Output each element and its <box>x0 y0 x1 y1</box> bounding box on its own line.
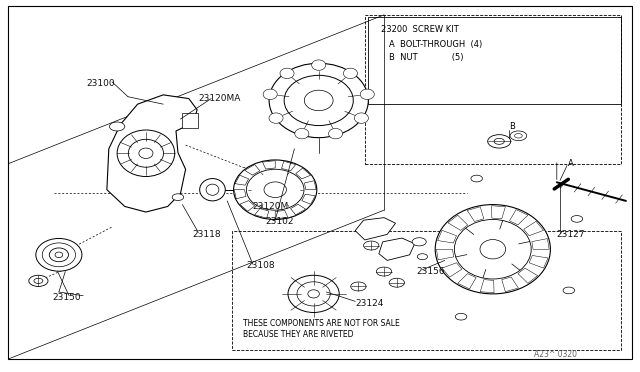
Text: A23^ 0320: A23^ 0320 <box>534 350 577 359</box>
Polygon shape <box>107 95 197 212</box>
Text: 23150: 23150 <box>52 293 81 302</box>
Ellipse shape <box>55 252 63 257</box>
Ellipse shape <box>355 113 369 124</box>
Circle shape <box>376 267 392 276</box>
Circle shape <box>455 313 467 320</box>
Ellipse shape <box>328 128 342 139</box>
Circle shape <box>351 282 366 291</box>
Circle shape <box>417 254 428 260</box>
Ellipse shape <box>295 128 309 139</box>
Ellipse shape <box>284 75 353 126</box>
Text: A  BOLT-THROUGH  (4): A BOLT-THROUGH (4) <box>389 40 483 49</box>
Polygon shape <box>518 268 538 283</box>
Circle shape <box>109 122 125 131</box>
Ellipse shape <box>288 275 339 312</box>
Polygon shape <box>262 161 275 169</box>
Ellipse shape <box>297 282 330 306</box>
Ellipse shape <box>36 238 82 271</box>
Bar <box>365 15 621 164</box>
Ellipse shape <box>264 182 287 198</box>
Polygon shape <box>302 194 316 204</box>
Text: A: A <box>568 159 574 168</box>
Circle shape <box>488 135 511 148</box>
Circle shape <box>494 138 504 144</box>
Polygon shape <box>438 230 456 243</box>
Text: B  NUT             (5): B NUT (5) <box>389 53 463 62</box>
Circle shape <box>571 215 582 222</box>
Circle shape <box>510 131 527 141</box>
Text: 23102: 23102 <box>266 217 294 226</box>
Ellipse shape <box>435 205 550 294</box>
Circle shape <box>29 275 48 286</box>
Ellipse shape <box>269 113 283 124</box>
Ellipse shape <box>246 169 304 210</box>
Polygon shape <box>355 218 396 240</box>
Ellipse shape <box>139 148 153 158</box>
Ellipse shape <box>312 60 326 70</box>
Polygon shape <box>480 280 494 293</box>
Ellipse shape <box>360 89 374 100</box>
Polygon shape <box>442 263 462 277</box>
Circle shape <box>172 194 184 201</box>
Ellipse shape <box>42 243 76 267</box>
Polygon shape <box>529 256 548 268</box>
Ellipse shape <box>269 63 369 138</box>
Ellipse shape <box>280 68 294 78</box>
Text: 23156: 23156 <box>416 267 445 276</box>
Text: 23200  SCREW KIT: 23200 SCREW KIT <box>381 25 458 34</box>
Text: BECAUSE THEY ARE RIVETED: BECAUSE THEY ARE RIVETED <box>243 330 354 339</box>
Circle shape <box>471 175 483 182</box>
Text: 23108: 23108 <box>246 262 275 270</box>
Polygon shape <box>509 209 528 225</box>
Ellipse shape <box>206 184 219 195</box>
Text: 23120MA: 23120MA <box>198 94 241 103</box>
Polygon shape <box>502 277 518 292</box>
Text: 23120M: 23120M <box>253 202 289 211</box>
Text: B: B <box>509 122 515 131</box>
Text: 23100: 23100 <box>86 79 115 88</box>
Ellipse shape <box>129 140 164 167</box>
Circle shape <box>364 241 379 250</box>
Circle shape <box>395 240 406 246</box>
Polygon shape <box>291 204 306 215</box>
Bar <box>368 17 621 104</box>
Ellipse shape <box>200 179 225 201</box>
Polygon shape <box>296 168 310 179</box>
Polygon shape <box>448 215 468 230</box>
Polygon shape <box>532 238 549 249</box>
Polygon shape <box>467 207 484 221</box>
Ellipse shape <box>263 89 277 100</box>
Polygon shape <box>282 161 296 171</box>
Polygon shape <box>436 249 454 260</box>
Ellipse shape <box>305 90 333 111</box>
Polygon shape <box>492 206 506 219</box>
Text: 23124: 23124 <box>355 299 383 308</box>
Circle shape <box>389 278 404 287</box>
Ellipse shape <box>308 290 319 298</box>
Ellipse shape <box>480 240 506 259</box>
Circle shape <box>515 134 522 138</box>
Ellipse shape <box>454 219 531 279</box>
Text: 23118: 23118 <box>192 230 221 239</box>
Ellipse shape <box>343 68 357 78</box>
Ellipse shape <box>117 130 175 177</box>
Polygon shape <box>234 190 246 199</box>
Ellipse shape <box>234 160 317 219</box>
Polygon shape <box>458 274 476 289</box>
Polygon shape <box>524 221 543 236</box>
Polygon shape <box>379 238 415 260</box>
Polygon shape <box>244 164 260 175</box>
Polygon shape <box>275 211 288 219</box>
Circle shape <box>412 238 426 246</box>
Polygon shape <box>305 181 316 190</box>
Ellipse shape <box>49 248 68 262</box>
Polygon shape <box>235 175 248 185</box>
Text: 23127: 23127 <box>557 230 586 239</box>
Text: THESE COMPONENTS ARE NOT FOR SALE: THESE COMPONENTS ARE NOT FOR SALE <box>243 319 400 328</box>
Polygon shape <box>182 113 198 128</box>
Circle shape <box>34 278 43 283</box>
Polygon shape <box>240 201 255 211</box>
Circle shape <box>563 287 575 294</box>
Polygon shape <box>255 209 269 218</box>
